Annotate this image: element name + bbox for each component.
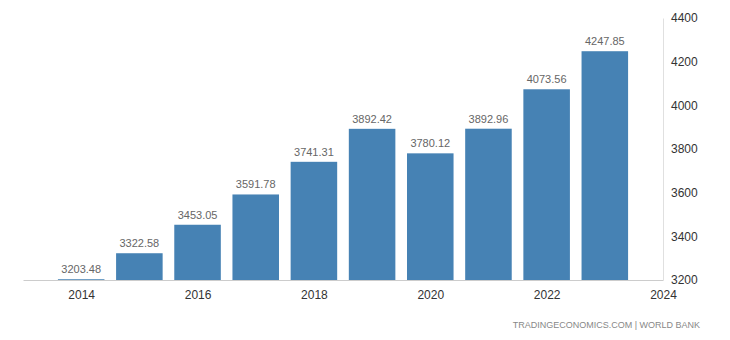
y-tick: 3200 xyxy=(663,273,698,287)
data-label: 3203.48 xyxy=(61,263,101,275)
x-tick: 2016 xyxy=(185,280,212,302)
y-axis: 3200 3400 3600 3800 4000 4200 4400 xyxy=(663,11,698,287)
y-tick: 3400 xyxy=(663,230,698,244)
x-tick-label: 2014 xyxy=(68,288,95,302)
y-tick-label: 4000 xyxy=(671,99,698,113)
y-tick-label: 3600 xyxy=(671,186,698,200)
bar xyxy=(58,279,105,280)
data-label: 3892.96 xyxy=(469,113,509,125)
y-tick: 3800 xyxy=(663,142,698,156)
data-label: 3453.05 xyxy=(178,209,218,221)
bar xyxy=(232,194,279,280)
y-tick: 4200 xyxy=(663,55,698,69)
data-label: 4073.56 xyxy=(527,73,567,85)
chart: 3203.48 3322.58 3453.05 3591.78 3741.31 3892.… xyxy=(0,0,730,340)
plot: 3203.48 3322.58 3453.05 3591.78 3741.31 3892.… xyxy=(24,11,699,301)
bars xyxy=(58,51,628,280)
x-tick-label: 2022 xyxy=(534,288,561,302)
x-tick: 2020 xyxy=(417,280,444,302)
x-tick-label: 2020 xyxy=(417,288,444,302)
data-label: 3322.58 xyxy=(119,237,159,249)
bar xyxy=(291,162,338,280)
x-tick: 2022 xyxy=(534,280,561,302)
data-labels: 3203.48 3322.58 3453.05 3591.78 3741.31 3892.… xyxy=(61,35,624,275)
x-tick: 2018 xyxy=(301,280,328,302)
y-tick-label: 4200 xyxy=(671,55,698,69)
bar xyxy=(465,129,512,280)
y-tick-label: 4400 xyxy=(671,11,698,25)
data-label: 3780.12 xyxy=(410,137,450,149)
y-tick-label: 3400 xyxy=(671,230,698,244)
x-axis-line xyxy=(24,280,664,281)
bar xyxy=(582,51,629,280)
bar xyxy=(116,253,163,280)
bar xyxy=(349,129,396,280)
y-tick-label: 3200 xyxy=(671,273,698,287)
source: TRADINGECONOMICS.COM | WORLD BANK xyxy=(513,320,700,330)
bar xyxy=(523,89,570,280)
y-tick: 4000 xyxy=(663,99,698,113)
x-tick-label: 2018 xyxy=(301,288,328,302)
y-axis-line xyxy=(663,19,664,281)
y-tick-label: 3800 xyxy=(671,142,698,156)
x-axis: 2014 2016 2018 2020 2022 2024 xyxy=(24,280,678,302)
x-tick-label: 2016 xyxy=(185,288,212,302)
data-label: 4247.85 xyxy=(585,35,625,47)
x-tick: 2014 xyxy=(68,280,95,302)
y-tick: 4400 xyxy=(663,11,698,25)
data-label: 3741.31 xyxy=(294,146,334,158)
data-label: 3591.78 xyxy=(236,178,276,190)
y-tick: 3600 xyxy=(663,186,698,200)
bar xyxy=(174,225,221,280)
x-tick-label: 2024 xyxy=(650,288,677,302)
bar xyxy=(407,153,454,280)
data-label: 3892.42 xyxy=(352,113,392,125)
